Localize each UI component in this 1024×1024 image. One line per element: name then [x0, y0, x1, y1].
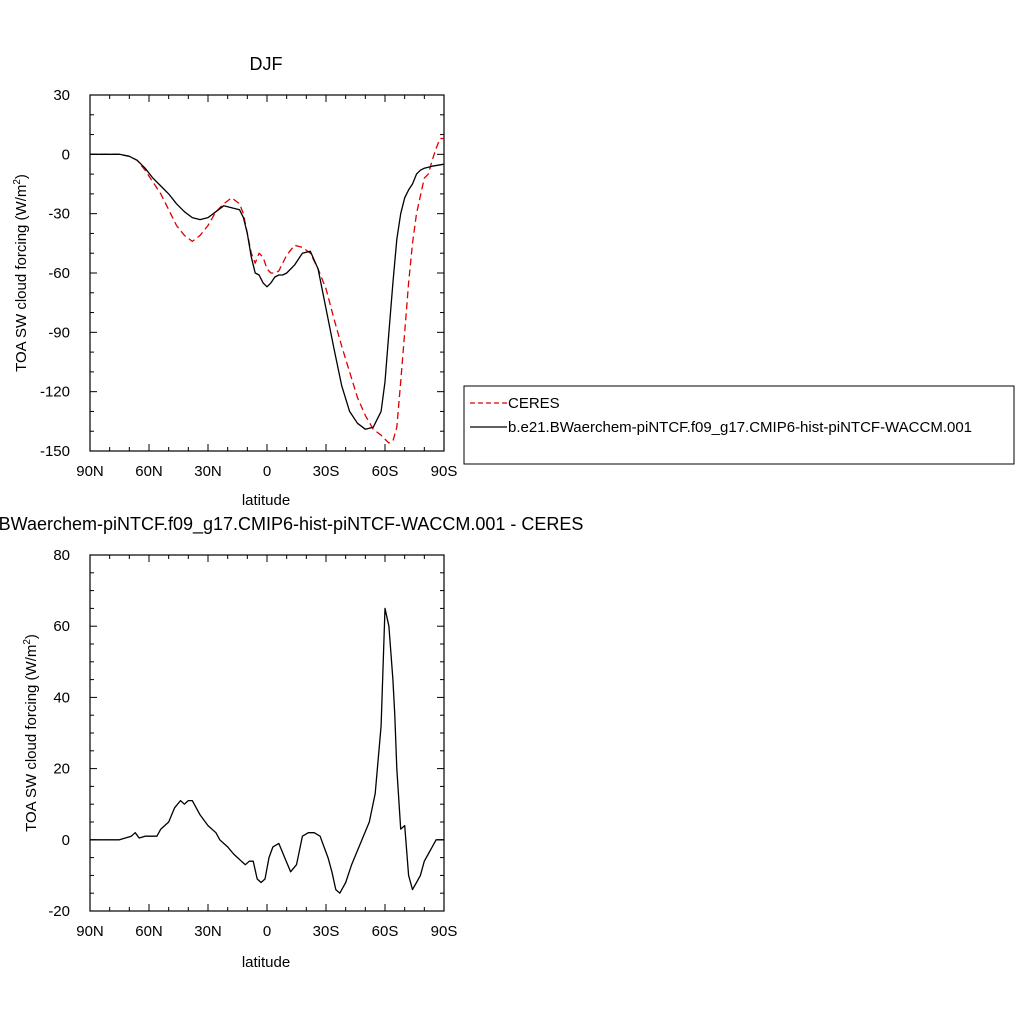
- chart-panel-difference: b.e21.BWaerchem-piNTCF.f09_g17.CMIP6-his…: [0, 514, 583, 971]
- plot-frame: [89, 554, 445, 912]
- x-tick-label: 30N: [194, 923, 222, 940]
- y-tick-label: 30: [53, 87, 70, 104]
- x-tick-label: 90N: [76, 463, 104, 480]
- legend: CERES b.e21.BWaerchem-piNTCF.f09_g17.CMI…: [463, 385, 1015, 465]
- y-tick-label: 0: [62, 146, 70, 163]
- x-tick-label: 90S: [431, 923, 458, 940]
- y-axis-title-sup: 2: [12, 179, 23, 185]
- series-line-model: [90, 153, 445, 430]
- x-tick-label: 60S: [372, 463, 399, 480]
- y-axis-title-close: ): [23, 634, 40, 639]
- legend-label-ceres: CERES: [508, 395, 560, 412]
- x-tick-label: 60N: [135, 463, 163, 480]
- y-axis-title: TOA SW cloud forcing (W/m2): [12, 174, 30, 372]
- y-tick-label: 80: [53, 547, 70, 564]
- series-group: [90, 137, 445, 444]
- y-axis-title: TOA SW cloud forcing (W/m2): [22, 634, 40, 832]
- y-axis-title-main: TOA SW cloud forcing (W/m: [13, 185, 30, 372]
- y-tick-label: 60: [53, 618, 70, 635]
- series-line-difference: [90, 607, 444, 894]
- x-axis-title: latitude: [242, 954, 290, 971]
- chart-panel-djf: DJF 90N 60N 30N 0 30S 60S 90S 30 0 -30 -60 -90 -120 -…: [12, 54, 1015, 509]
- y-tick-label: -120: [40, 384, 70, 401]
- chart-title: b.e21.BWaerchem-piNTCF.f09_g17.CMIP6-his…: [0, 514, 583, 535]
- x-tick-label: 30S: [313, 463, 340, 480]
- x-tick-label: 30S: [313, 923, 340, 940]
- y-tick-label: -30: [48, 206, 70, 223]
- y-tick-label: -60: [48, 265, 70, 282]
- axis-ticks: 90N 60N 30N 0 30S 60S 90S 30 0 -30 -60 -90 -120 -150: [40, 87, 457, 480]
- plot-frame: [89, 94, 445, 452]
- y-tick-label: -20: [48, 903, 70, 920]
- series-line-ceres: [90, 137, 444, 444]
- y-tick-label: 20: [53, 761, 70, 778]
- y-tick-label: -150: [40, 443, 70, 460]
- x-tick-label: 30N: [194, 463, 222, 480]
- x-axis-title: latitude: [242, 492, 290, 509]
- x-tick-label: 0: [263, 463, 271, 480]
- y-axis-title-close: ): [13, 174, 30, 179]
- x-tick-label: 90N: [76, 923, 104, 940]
- chart-title: DJF: [250, 54, 283, 74]
- x-tick-label: 0: [263, 923, 271, 940]
- x-tick-label: 60N: [135, 923, 163, 940]
- y-tick-label: -90: [48, 324, 70, 341]
- x-tick-label: 60S: [372, 923, 399, 940]
- x-tick-label: 90S: [431, 463, 458, 480]
- y-axis-title-main: TOA SW cloud forcing (W/m: [23, 645, 40, 832]
- y-tick-label: 40: [53, 689, 70, 706]
- legend-box: [463, 385, 1015, 465]
- axis-ticks: 90N 60N 30N 0 30S 60S 90S 80 60 40 20 0 -20: [48, 547, 457, 940]
- series-group: [90, 607, 444, 894]
- y-tick-label: 0: [62, 832, 70, 849]
- legend-label-model: b.e21.BWaerchem-piNTCF.f09_g17.CMIP6-his…: [508, 419, 972, 436]
- y-axis-title-sup: 2: [22, 639, 33, 645]
